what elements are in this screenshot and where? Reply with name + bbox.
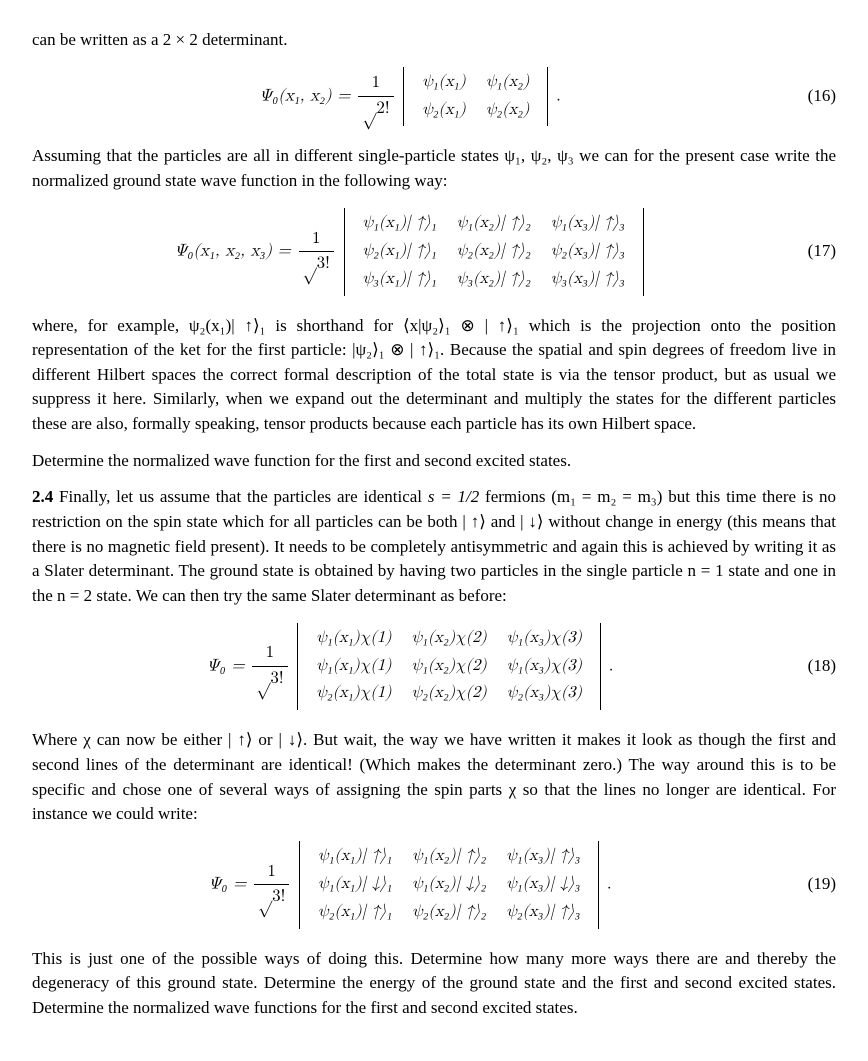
eq18-frac: 1 √3! bbox=[252, 641, 287, 691]
eq16-lhs: Ψ₀(x₁, x₂) = bbox=[259, 87, 356, 104]
eq16-frac-num: 1 bbox=[358, 71, 393, 97]
eq19-det: ψ₁(x₁)| ↑⟩₁ ψ₁(x₂)| ↑⟩₂ ψ₁(x₃)| ↑⟩₃ ψ₁(x… bbox=[299, 841, 599, 929]
eq18-lhs: Ψ₀ = bbox=[207, 657, 251, 674]
det-cell: ψ₂(x₁)χ(1) bbox=[306, 680, 401, 708]
eq19-tail: . bbox=[607, 875, 612, 892]
equation-number-16: (16) bbox=[788, 84, 836, 109]
det-cell: ψ₁(x₂)χ(2) bbox=[402, 625, 497, 653]
det-cell: ψ₂(x₃)χ(3) bbox=[497, 680, 592, 708]
paragraph-7: This is just one of the possible ways of… bbox=[32, 947, 836, 1021]
det-cell: ψ₁(x₁)| ↑⟩₁ bbox=[308, 843, 402, 871]
det-cell: ψ₁(x₂)| ↑⟩₂ bbox=[402, 843, 496, 871]
det-cell: ψ₂(x₂)| ↑⟩₂ bbox=[447, 238, 541, 266]
det-cell: ψ₂(x₂)χ(2) bbox=[402, 680, 497, 708]
det-cell: ψ₃(x₃)| ↑⟩₃ bbox=[541, 266, 635, 294]
paragraph-2-4: 2.4 Finally, let us assume that the part… bbox=[32, 485, 836, 608]
equation-19-row: Ψ₀ = 1 √3! ψ₁(x₁)| ↑⟩₁ ψ₁(x₂)| ↑⟩₂ ψ₁(x₃… bbox=[32, 841, 836, 929]
equation-16-row: Ψ₀(x₁, x₂) = 1 √2! ψ₁(x₁) ψ₁(x₂) ψ₂(x₁) … bbox=[32, 67, 836, 127]
det-cell: ψ₁(x₃)| ↑⟩₃ bbox=[496, 843, 590, 871]
det-cell: ψ₁(x₃)| ↑⟩₃ bbox=[541, 210, 635, 238]
eq16-frac-den: √2! bbox=[358, 97, 393, 122]
det-cell: ψ₁(x₂)| ↓⟩₂ bbox=[402, 871, 496, 899]
det-cell: ψ₁(x₃)χ(3) bbox=[497, 625, 592, 653]
para5b: s = 1/2 bbox=[428, 487, 479, 506]
det-cell: ψ₂(x₁)| ↑⟩₁ bbox=[353, 238, 447, 266]
eq17-det: ψ₁(x₁)| ↑⟩₁ ψ₁(x₂)| ↑⟩₂ ψ₁(x₃)| ↑⟩₃ ψ₂(x… bbox=[344, 208, 644, 296]
paragraph-2: Assuming that the particles are all in d… bbox=[32, 144, 836, 193]
det-cell: ψ₁(x₂)χ(2) bbox=[402, 653, 497, 681]
equation-18-row: Ψ₀ = 1 √3! ψ₁(x₁)χ(1) ψ₁(x₂)χ(2) ψ₁(x₃)χ… bbox=[32, 623, 836, 711]
eq18-frac-num: 1 bbox=[252, 641, 287, 667]
eq17-lhs: Ψ₀(x₁, x₂, x₃) = bbox=[174, 242, 296, 259]
det-cell: ψ₁(x₁)χ(1) bbox=[306, 653, 401, 681]
equation-19: Ψ₀ = 1 √3! ψ₁(x₁)| ↑⟩₁ ψ₁(x₂)| ↑⟩₂ ψ₁(x₃… bbox=[32, 841, 788, 929]
paragraph-intro: can be written as a 2 × 2 determinant. bbox=[32, 28, 836, 53]
eq17-frac: 1 √3! bbox=[299, 227, 334, 277]
eq16-tail: . bbox=[556, 87, 561, 104]
para5a: Finally, let us assume that the particle… bbox=[53, 487, 428, 506]
det-cell: ψ₁(x₂)| ↑⟩₂ bbox=[447, 210, 541, 238]
equation-16: Ψ₀(x₁, x₂) = 1 √2! ψ₁(x₁) ψ₁(x₂) ψ₂(x₁) … bbox=[32, 67, 788, 127]
eq17-frac-num: 1 bbox=[299, 227, 334, 253]
eq18-frac-den: √3! bbox=[252, 667, 287, 692]
eq17-frac-den: √3! bbox=[299, 252, 334, 277]
det-cell: ψ₂(x₂)| ↑⟩₂ bbox=[402, 899, 496, 927]
det-cell: ψ₂(x₁)| ↑⟩₁ bbox=[308, 899, 402, 927]
det-cell: ψ₁(x₁)| ↑⟩₁ bbox=[353, 210, 447, 238]
det-cell: ψ₂(x₁) bbox=[412, 97, 476, 125]
equation-18: Ψ₀ = 1 √3! ψ₁(x₁)χ(1) ψ₁(x₂)χ(2) ψ₁(x₃)χ… bbox=[32, 623, 788, 711]
equation-number-19: (19) bbox=[788, 872, 836, 897]
section-label-2-4: 2.4 bbox=[32, 487, 53, 506]
det-cell: ψ₁(x₁)χ(1) bbox=[306, 625, 401, 653]
eq18-det: ψ₁(x₁)χ(1) ψ₁(x₂)χ(2) ψ₁(x₃)χ(3) ψ₁(x₁)χ… bbox=[297, 623, 601, 711]
det-cell: ψ₂(x₃)| ↑⟩₃ bbox=[496, 899, 590, 927]
det-cell: ψ₁(x₃)χ(3) bbox=[497, 653, 592, 681]
det-cell: ψ₂(x₃)| ↑⟩₃ bbox=[541, 238, 635, 266]
paragraph-3: where, for example, ψ₂(x₁)| ↑⟩₁ is short… bbox=[32, 314, 836, 437]
det-cell: ψ₃(x₁)| ↑⟩₁ bbox=[353, 266, 447, 294]
equation-number-17: (17) bbox=[788, 239, 836, 264]
equation-17-row: Ψ₀(x₁, x₂, x₃) = 1 √3! ψ₁(x₁)| ↑⟩₁ ψ₁(x₂… bbox=[32, 208, 836, 296]
det-cell: ψ₁(x₁) bbox=[412, 69, 476, 97]
eq18-tail: . bbox=[609, 657, 614, 674]
det-cell: ψ₁(x₂) bbox=[476, 69, 540, 97]
equation-17: Ψ₀(x₁, x₂, x₃) = 1 √3! ψ₁(x₁)| ↑⟩₁ ψ₁(x₂… bbox=[32, 208, 788, 296]
det-cell: ψ₁(x₃)| ↓⟩₃ bbox=[496, 871, 590, 899]
equation-number-18: (18) bbox=[788, 654, 836, 679]
eq16-frac: 1 √2! bbox=[358, 71, 393, 121]
paragraph-4: Determine the normalized wave function f… bbox=[32, 449, 836, 474]
det-cell: ψ₃(x₂)| ↑⟩₂ bbox=[447, 266, 541, 294]
eq19-frac: 1 √3! bbox=[254, 860, 289, 910]
eq19-frac-num: 1 bbox=[254, 860, 289, 886]
eq19-lhs: Ψ₀ = bbox=[208, 875, 252, 892]
eq19-frac-den: √3! bbox=[254, 885, 289, 910]
paragraph-6: Where χ can now be either | ↑⟩ or | ↓⟩. … bbox=[32, 728, 836, 827]
det-cell: ψ₁(x₁)| ↓⟩₁ bbox=[308, 871, 402, 899]
eq16-det: ψ₁(x₁) ψ₁(x₂) ψ₂(x₁) ψ₂(x₂) bbox=[403, 67, 548, 127]
det-cell: ψ₂(x₂) bbox=[476, 97, 540, 125]
